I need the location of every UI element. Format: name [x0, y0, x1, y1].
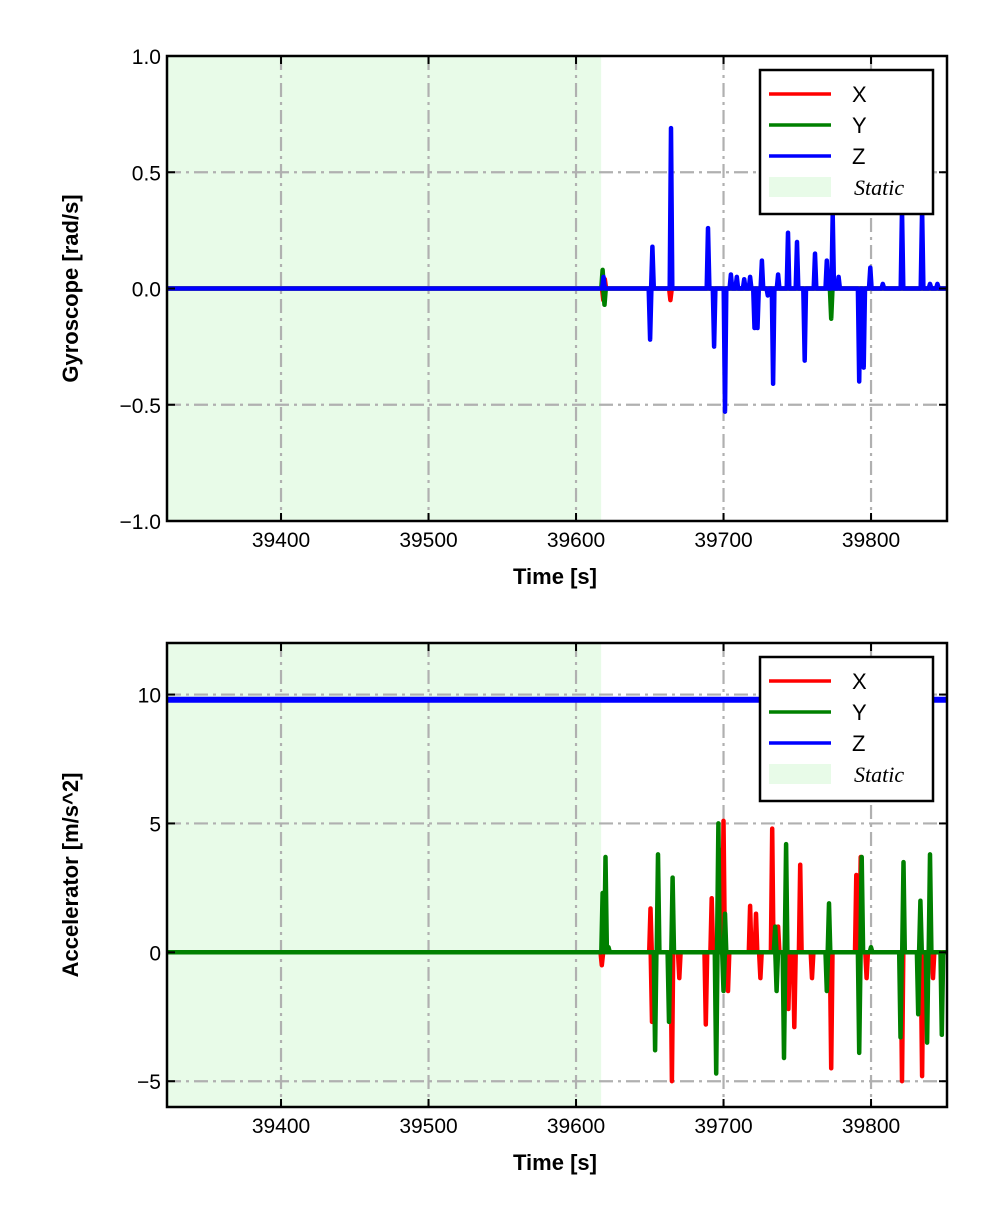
x-axis-label: Time [s]: [513, 564, 597, 589]
x-tick-label: 39600: [547, 1115, 605, 1138]
y-axis-label: Gyroscope [rad/s]: [58, 194, 83, 382]
x-tick-label: 39400: [252, 529, 310, 552]
static-span: [167, 643, 602, 1107]
subplot-accelerator: 39400 39500 39600 39700 39800 10 5 0 −5 Time [s] A…: [58, 641, 949, 1175]
y-tick-label: −1.0: [120, 511, 161, 534]
x-tick-label: 39800: [842, 1115, 900, 1138]
x-tick-label: 39500: [399, 1115, 457, 1138]
y-tick-label: 0.0: [132, 279, 161, 302]
y-tick-label: 0.5: [132, 162, 161, 185]
y-tick-label: −0.5: [120, 395, 161, 418]
x-tick-label: 39500: [399, 529, 457, 552]
y-tick-label: 5: [149, 813, 161, 836]
legend-label-y: Y: [852, 700, 867, 725]
x-axis-label: Time [s]: [513, 1150, 597, 1175]
legend-label-static: Static: [854, 762, 904, 787]
legend: XYZ Static: [758, 655, 935, 803]
legend-label-static: Static: [854, 175, 904, 200]
x-tick-label: 39400: [252, 1115, 310, 1138]
y-tick-label: 10: [138, 685, 161, 708]
legend-label-x: X: [852, 669, 867, 694]
y-tick-label: 1.0: [132, 46, 161, 69]
legend-label-z: Z: [852, 731, 865, 756]
y-tick-label: 0: [149, 942, 161, 965]
axes-frame: [165, 641, 949, 1109]
subplot-gyroscope: 39400 39500 39600 39700 39800 1.0 0.5 0.0 −0.5 −1…: [58, 46, 949, 589]
x-tick-label: 39700: [694, 529, 752, 552]
legend-label-x: X: [852, 82, 867, 107]
legend-label-y: Y: [852, 113, 867, 138]
series-line-z: [167, 125, 947, 414]
x-tick-label: 39700: [694, 1115, 752, 1138]
x-tick-label: 39600: [547, 529, 605, 552]
y-tick-label: −5: [137, 1071, 161, 1094]
legend: XYZ Static: [758, 68, 935, 216]
series-line-y: [167, 821, 947, 1076]
legend-swatch-static: [769, 764, 831, 784]
legend-swatch-static: [769, 177, 831, 197]
x-tick-label: 39800: [842, 529, 900, 552]
legend-label-z: Z: [852, 144, 865, 169]
y-axis-label: Accelerator [m/s^2]: [58, 773, 83, 978]
